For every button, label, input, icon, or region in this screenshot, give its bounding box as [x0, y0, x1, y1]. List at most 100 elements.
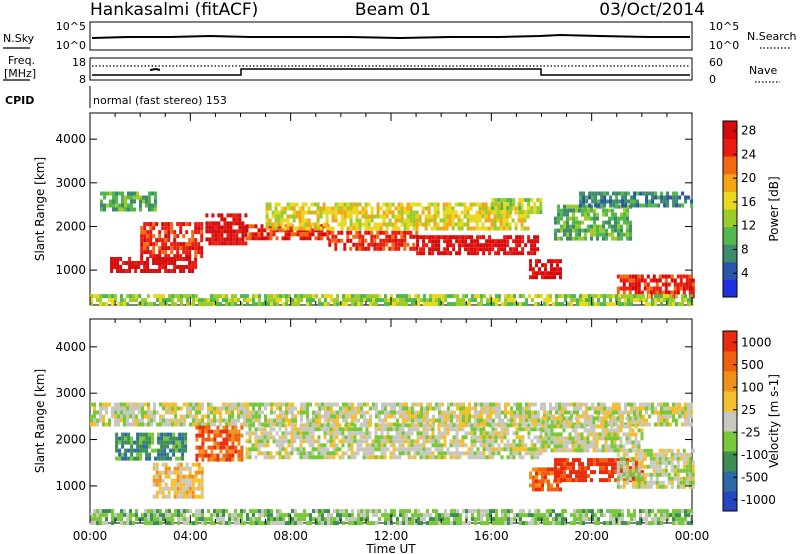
power-cell [643, 278, 647, 283]
vel-cell [413, 423, 417, 428]
power-cell [502, 226, 506, 231]
power-cell [433, 218, 437, 223]
power-cell [241, 241, 245, 246]
vel-cell [507, 402, 510, 407]
vel-cell [329, 451, 333, 456]
vel-cell [207, 410, 210, 415]
vel-cell [688, 484, 692, 489]
vel-cell [296, 435, 300, 440]
power-cell [257, 232, 261, 237]
vel-cell [616, 448, 620, 453]
vel-cell [144, 410, 147, 415]
power-cell [127, 195, 130, 200]
nave-label: Nave [749, 64, 777, 77]
vel-cell [685, 476, 689, 481]
vel-cell [153, 402, 156, 407]
vel-cell [426, 402, 429, 407]
power-cell [584, 236, 587, 241]
vel-cell [395, 439, 399, 444]
power-cell [537, 302, 540, 307]
power-cell [298, 218, 302, 223]
power-cell [251, 236, 255, 241]
vel-cell [672, 406, 675, 411]
power-cell [232, 213, 236, 218]
power-cell [284, 224, 288, 229]
power-cell [433, 214, 437, 219]
vel-cell [675, 406, 678, 411]
vel-cell [296, 431, 300, 436]
vel-cell [275, 439, 279, 444]
power-cell [497, 247, 501, 252]
vel-cell [459, 414, 462, 419]
vel-cell [554, 458, 557, 463]
power-cell [340, 222, 344, 227]
power-cell [173, 257, 177, 261]
power-cell [611, 236, 614, 241]
power-cell [602, 224, 605, 229]
vel-cell [556, 416, 560, 421]
power-cell [518, 206, 522, 211]
vel-cell [139, 444, 143, 449]
power-cell [523, 226, 527, 231]
vel-cell [158, 474, 162, 479]
power-cell [530, 239, 534, 244]
vel-cell [296, 451, 300, 456]
vel-cell [616, 432, 620, 437]
vel-cell [557, 458, 560, 463]
power-cell [461, 235, 465, 240]
vel-cell [243, 406, 246, 411]
power-cell [503, 235, 507, 240]
power-cell [219, 302, 222, 307]
vel-cell [372, 402, 375, 407]
vel-cell [350, 435, 354, 440]
power-cell [248, 224, 252, 229]
vel-cell [338, 447, 342, 452]
vel-cell [438, 418, 441, 423]
vel-cell [165, 406, 168, 411]
vel-cell [599, 458, 602, 463]
power-cell [416, 239, 420, 244]
power-cell [307, 222, 311, 227]
vel-cell [464, 423, 468, 428]
power-cell [274, 210, 278, 215]
vel-cell [290, 423, 294, 428]
vel-cell [660, 410, 663, 415]
vel-cell [273, 402, 276, 407]
vel-cell [240, 433, 244, 438]
vel-cell [318, 406, 321, 411]
vel-cell [634, 480, 638, 485]
power-cell [304, 202, 308, 207]
power-cell [587, 224, 590, 229]
power-cell [645, 199, 649, 204]
vel-cell [657, 418, 660, 423]
vel-cell [610, 428, 614, 433]
power-cell [361, 234, 365, 239]
power-cell [129, 294, 132, 299]
power-cell [403, 242, 407, 247]
power-cell [418, 222, 422, 227]
power-cell [402, 298, 405, 303]
vel-cell [604, 416, 608, 421]
power-cell [324, 298, 327, 303]
vel-cell [640, 484, 644, 489]
power-cell [180, 302, 183, 307]
power-cell [478, 214, 482, 219]
power-cell [216, 298, 219, 303]
power-cell [140, 238, 144, 243]
vel-cell [127, 432, 131, 437]
vel-cell [306, 418, 309, 423]
vel-cell [547, 487, 550, 492]
vel-cell [428, 447, 432, 452]
vel-cell [631, 472, 635, 477]
vel-cell [664, 460, 668, 465]
power-colorbar-tick-label: 24 [741, 147, 756, 161]
power-cell [382, 246, 386, 251]
power-cell [533, 251, 537, 256]
vel-cell [306, 406, 309, 411]
vel-cell [351, 402, 354, 407]
power-cell [446, 239, 450, 244]
power-cell [569, 208, 572, 213]
power-cell [482, 251, 486, 256]
vel-cell [326, 427, 330, 432]
vel-cell [658, 460, 662, 465]
